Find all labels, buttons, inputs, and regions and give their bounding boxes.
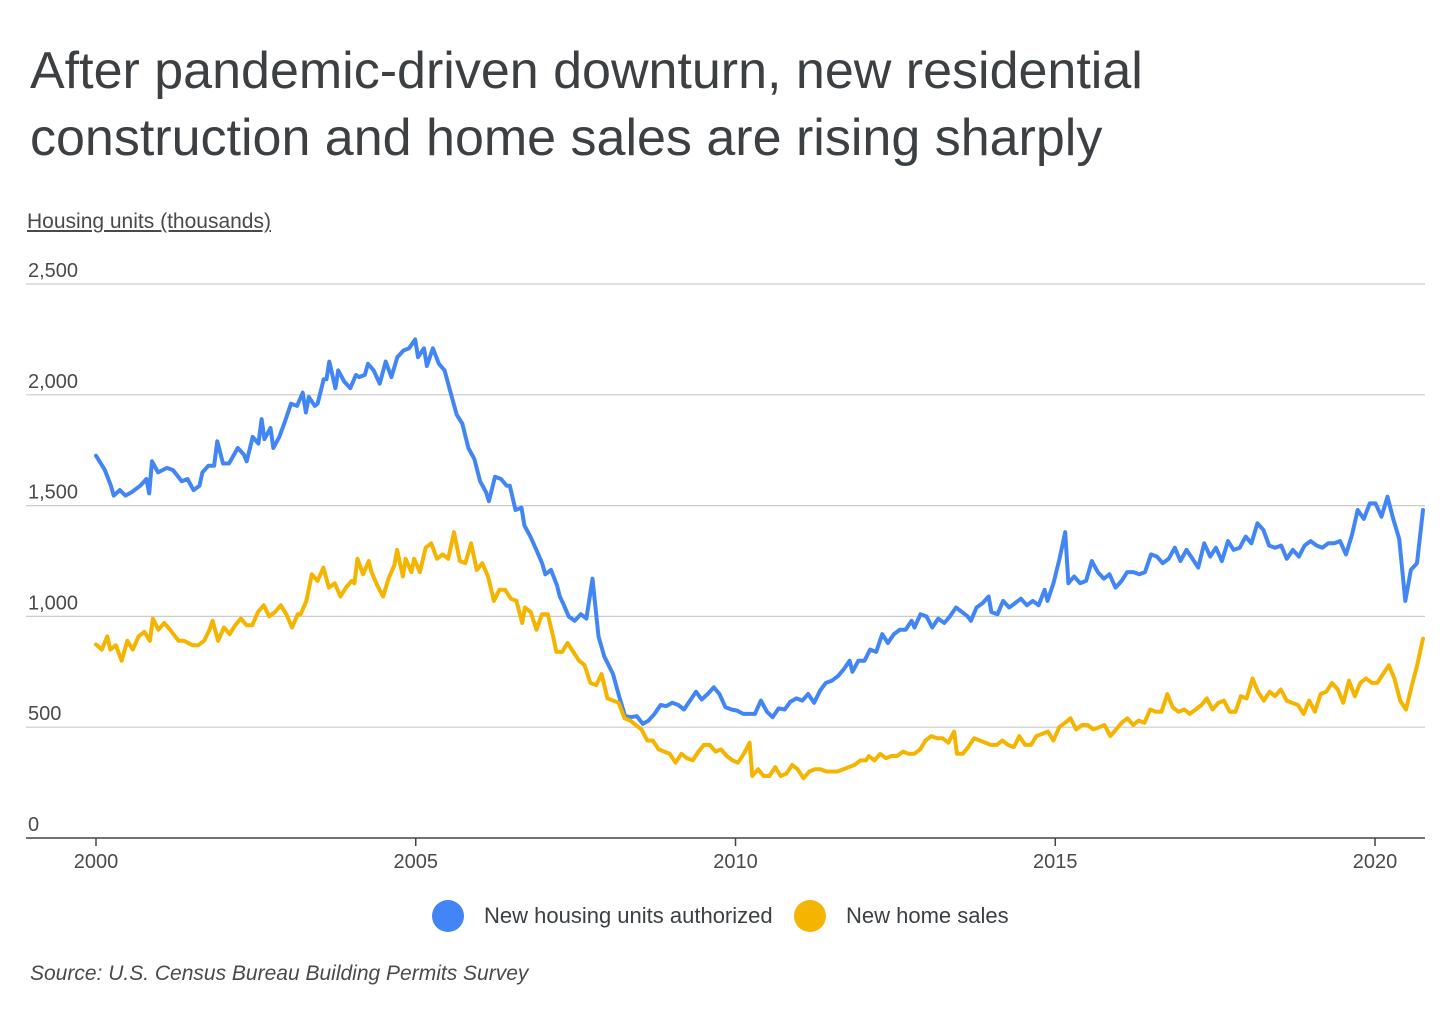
x-tick-label: 2005 [394,851,439,873]
chart-title-line-1: After pandemic-driven downturn, new resi… [30,42,1143,100]
series-line-sales [94,530,1425,781]
gridlines [26,283,1425,839]
legend-swatch-authorized [432,900,464,932]
legend-label-sales: New home sales [846,903,1009,928]
chart-title-line-2: construction and home sales are rising s… [30,109,1103,167]
y-tick-labels: 0 500 1,000 1,500 2,000 2,500 [28,260,78,836]
y-axis-label: Housing units (thousands) [27,210,271,233]
legend-item-sales: New home sales [794,896,1009,936]
y-tick-label: 2,500 [28,260,78,282]
y-tick-label: 0 [28,814,39,836]
legend-item-authorized: New housing units authorized [432,896,773,936]
y-tick-label: 1,500 [28,482,78,504]
x-tick-label: 2020 [1353,851,1398,873]
x-tick-label: 2000 [74,851,119,873]
x-tick-labels: 2000 2005 2010 2015 2020 [74,838,1398,873]
chart-title: After pandemic-driven downturn, new resi… [30,38,1430,172]
x-tick-label: 2010 [713,851,758,873]
legend-label-authorized: New housing units authorized [484,903,773,928]
x-tick-label: 2015 [1033,851,1078,873]
line-chart: 0 500 1,000 1,500 2,000 2,500 2000 2005 2010 201… [26,260,1425,873]
legend: New housing units authorized New home sa… [0,896,1450,936]
source-note: Source: U.S. Census Bureau Building Perm… [30,962,529,985]
y-tick-label: 500 [28,703,61,725]
legend-swatch-sales [794,900,826,932]
y-tick-label: 1,000 [28,592,78,614]
series-line-authorized [94,337,1425,726]
y-tick-label: 2,000 [28,371,78,393]
series-lines [94,337,1425,781]
